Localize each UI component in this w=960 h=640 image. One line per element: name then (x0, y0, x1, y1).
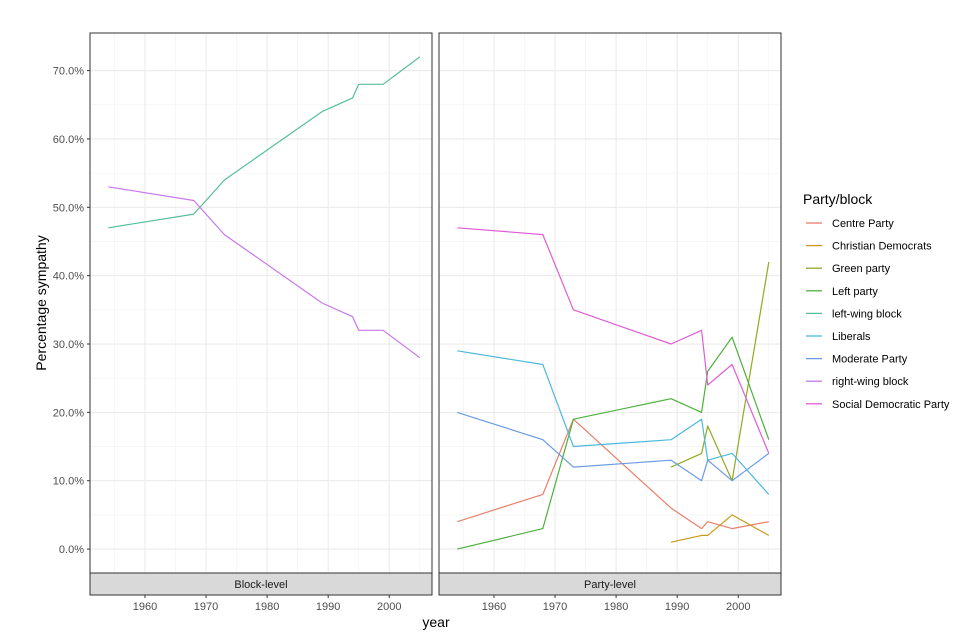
panel-1: Party-level (438, 32, 782, 596)
series-line-left-wing-block (108, 56, 421, 229)
x-axis-0: 1960 1970 1980 1990 2000 (133, 595, 401, 613)
x-tick-label: 1990 (316, 601, 340, 613)
facet-strip-label: Block-level (234, 579, 287, 591)
series-line-left-party (457, 336, 770, 550)
y-tick-label: 0.0% (59, 544, 84, 556)
legend-title: Party/block (803, 191, 873, 207)
legend-label: Christian Democrats (832, 241, 932, 253)
legend-item: Green party (806, 263, 891, 275)
x-tick-label: 1960 (133, 601, 157, 613)
legend-item: Left party (806, 286, 878, 298)
y-tick-label: 60.0% (53, 134, 84, 146)
legend-item: Moderate Party (806, 354, 908, 366)
y-tick-label: 20.0% (53, 407, 84, 419)
x-tick-label: 2000 (377, 601, 401, 613)
series-line-liberals (457, 350, 770, 495)
y-axis-title: Percentage sympathy (33, 235, 49, 370)
series-line-social-democratic-party (457, 227, 770, 454)
series-line-moderate-party (457, 411, 770, 482)
legend-label: Moderate Party (832, 354, 908, 366)
legend-label: left-wing block (832, 308, 902, 320)
legend-item: Centre Party (806, 218, 894, 230)
y-tick-label: 10.0% (53, 476, 84, 488)
legend-item: Social Democratic Party (806, 399, 950, 411)
y-tick-label: 30.0% (53, 339, 84, 351)
x-tick-label: 1980 (255, 601, 279, 613)
y-tick-label: 70.0% (53, 66, 84, 78)
legend-label: Centre Party (832, 218, 894, 230)
legend-item: left-wing block (806, 308, 902, 320)
panel-background (439, 33, 781, 573)
facet-strip (89, 572, 433, 596)
series-line-christian-democrats (670, 514, 770, 543)
facet-panels: Block-level Party-level (89, 32, 782, 596)
series-line-green-party (670, 261, 770, 482)
legend-item: Liberals (806, 331, 871, 343)
facet-strip-label: Party-level (584, 579, 636, 591)
legend-item: Christian Democrats (806, 241, 932, 253)
legend-label: Liberals (832, 331, 871, 343)
y-tick-label: 40.0% (53, 271, 84, 283)
x-axes: 1960 1970 1980 1990 2000 1960 1970 1980 1990 2000 (133, 595, 750, 613)
x-axis-1: 1960 1970 1980 1990 2000 (482, 595, 750, 613)
x-tick-label: 1990 (665, 601, 689, 613)
x-tick-label: 1970 (194, 601, 218, 613)
x-tick-label: 1980 (604, 601, 628, 613)
x-tick-label: 2000 (726, 601, 750, 613)
y-axis: 0.0% 10.0% 20.0% 30.0% 40.0% 50.0% 60.0% 70.0% (53, 66, 90, 556)
series-line-right-wing-block (108, 186, 421, 359)
panel-background (90, 33, 432, 573)
legend-label: Left party (832, 286, 878, 298)
facet-strip (438, 572, 782, 596)
panel-0: Block-level (89, 32, 433, 596)
legend-label: right-wing block (832, 376, 909, 388)
legend-label: Social Democratic Party (832, 399, 950, 411)
y-tick-label: 50.0% (53, 202, 84, 214)
legend-label: Green party (832, 263, 891, 275)
legend-item: right-wing block (806, 376, 909, 388)
x-tick-label: 1970 (543, 601, 567, 613)
series-line-centre-party (457, 418, 769, 530)
legend: Party/block Centre Party Christian Democr… (803, 191, 950, 411)
x-axis-title: year (422, 614, 450, 630)
x-tick-label: 1960 (482, 601, 506, 613)
